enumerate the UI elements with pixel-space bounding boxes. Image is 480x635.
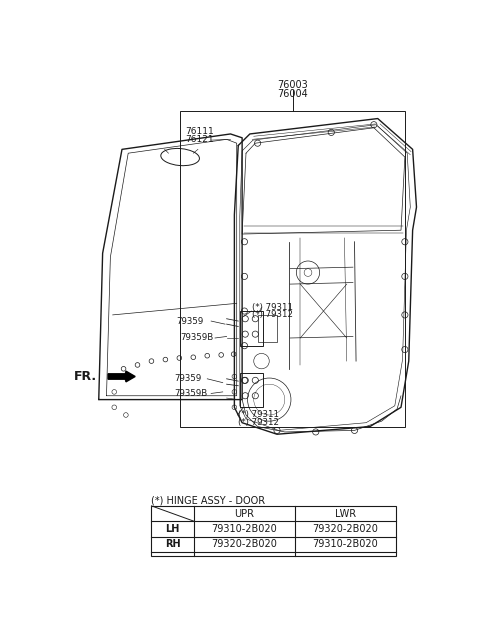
Text: (*) HINGE ASSY - DOOR: (*) HINGE ASSY - DOOR [152,496,265,506]
Text: 76111: 76111 [185,127,214,137]
Text: 79359: 79359 [175,374,202,384]
Text: 79359B: 79359B [180,333,214,342]
Text: 79359: 79359 [176,317,204,326]
Bar [258,315,277,342]
Text: 79359B: 79359B [175,389,208,398]
Text: (*) 79312: (*) 79312 [252,311,293,319]
Text: (*) 79311: (*) 79311 [238,410,279,420]
Text: LWR: LWR [335,509,356,519]
Text: 79310-2B020: 79310-2B020 [312,539,378,549]
Text: 76003: 76003 [277,80,308,90]
Bar [240,373,263,407]
Text: 76004: 76004 [277,88,308,98]
Text: 76121: 76121 [185,135,214,144]
Bar [152,506,396,556]
Text: FR.: FR. [74,370,97,383]
Text: (*) 79311: (*) 79311 [252,303,293,312]
Text: RH: RH [165,539,180,549]
Bar [240,311,263,345]
Text: 79320-2B020: 79320-2B020 [212,539,277,549]
Text: (*) 79312: (*) 79312 [238,418,279,427]
Text: LH: LH [166,524,180,534]
Bar [180,111,405,427]
FancyArrow shape [108,371,135,382]
Text: 79310-2B020: 79310-2B020 [212,524,277,534]
Text: UPR: UPR [234,509,254,519]
Text: 79320-2B020: 79320-2B020 [312,524,378,534]
